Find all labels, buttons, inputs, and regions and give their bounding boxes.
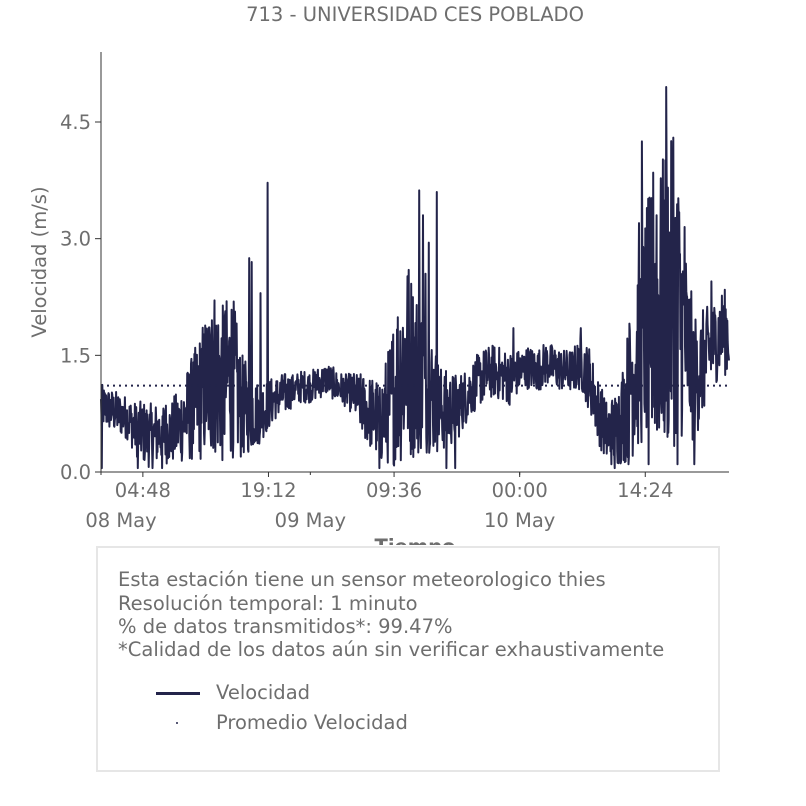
y-axis-label: Velocidad (m/s) xyxy=(28,186,51,337)
y-tick-label: 3.0 xyxy=(60,228,91,251)
x-tick-label: 09:36 xyxy=(366,479,422,502)
legend-label-promedio: Promedio Velocidad xyxy=(216,711,408,734)
x-date-label: 10 May xyxy=(484,509,555,532)
axes: 0.0 1.5 3.0 4.5 04:48 19:12 09:36 00:00 14:24 08 … xyxy=(60,52,729,532)
y-tick-label: 1.5 xyxy=(60,344,91,367)
info-line-sensor: Esta estación tiene un sensor meteorolog… xyxy=(118,568,606,591)
x-tick-label: 19:12 xyxy=(240,479,296,502)
x-tick-label: 00:00 xyxy=(492,479,548,502)
info-line-resolution: Resolución temporal: 1 minuto xyxy=(118,592,418,615)
y-tick-label: 0.0 xyxy=(60,461,91,484)
x-axis-label: Tiempo xyxy=(375,535,456,545)
x-tick-label: 04:48 xyxy=(115,479,171,502)
x-date-label: 09 May xyxy=(275,509,346,532)
y-tick-label: 4.5 xyxy=(60,111,91,134)
x-tick-label: 14:24 xyxy=(617,479,673,502)
legend-swatch-dot xyxy=(176,722,178,724)
chart: 713 - UNIVERSIDAD CES POBLADO Velocidad … xyxy=(28,3,730,545)
legend-swatch-line xyxy=(156,692,200,695)
plot-area xyxy=(100,86,730,470)
chart-title: 713 - UNIVERSIDAD CES POBLADO xyxy=(246,3,584,26)
legend-label-velocidad: Velocidad xyxy=(216,681,311,704)
series-velocidad-line xyxy=(100,86,730,470)
info-box: Esta estación tiene un sensor meteorolog… xyxy=(96,546,720,772)
info-line-transmitted: % de datos transmitidos*: 99.47% xyxy=(118,615,453,638)
info-line-quality: *Calidad de los datos aún sin verificar … xyxy=(118,638,665,661)
x-date-label: 08 May xyxy=(85,509,156,532)
